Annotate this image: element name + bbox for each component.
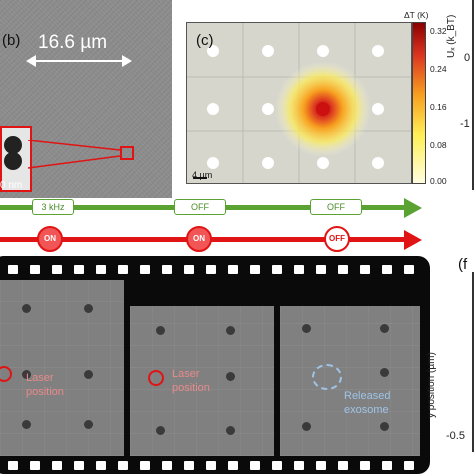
colorbar (412, 22, 426, 184)
colorbar-tick: 0.32 (430, 26, 447, 36)
inset-zoom (0, 126, 32, 192)
frame-3-text-line2: exosome (344, 404, 389, 416)
green-state-label: OFF (310, 199, 362, 215)
frame-1: Laser position (0, 280, 124, 456)
nano-disk-bottom (4, 152, 22, 170)
frame-2-text-line2: position (172, 382, 210, 394)
nano-disk-top (4, 136, 22, 154)
colorbar-tick: 0.08 (430, 140, 447, 150)
panel-f-axis-line (472, 272, 474, 452)
colorbar-tick: 0.00 (430, 176, 447, 186)
panel-c-scale-text: 4 µm (192, 170, 213, 180)
panel-f-tick: -0.5 (446, 430, 465, 442)
panel-f-label: (f (458, 256, 468, 273)
green-state-label: OFF (174, 199, 226, 215)
zoom-lines (28, 140, 121, 169)
colorbar-tick: 0.24 (430, 64, 447, 74)
inset-scale-text: 0 nm (0, 180, 23, 191)
scale-arrow-line (32, 60, 124, 62)
right-axis-line (472, 0, 474, 190)
scale-arrow-right-head (122, 55, 132, 67)
frame-1-text-line2: position (26, 386, 64, 398)
red-arrowhead (404, 230, 422, 250)
colorbar-title: ΔT (K) (404, 10, 429, 20)
colorbar-tick: 0.16 (430, 102, 447, 112)
red-state-badge: OFF (324, 226, 350, 252)
zoom-marker-box (120, 146, 134, 160)
laser-marker (0, 366, 12, 382)
right-axis-label: Uₓ (k_BT) (446, 14, 457, 58)
scale-arrow-left-head (26, 55, 36, 67)
frame-3: Released exosome (280, 306, 420, 456)
frame-3-text-line1: Released (344, 390, 391, 402)
red-state-badge: ON (186, 226, 212, 252)
panel-b-label: (b) (2, 32, 21, 49)
temperature-map-panel-c (186, 22, 412, 184)
laser-marker (148, 370, 164, 386)
frame-2: Laser position (130, 306, 274, 456)
right-axis-tick: 0 (464, 52, 471, 64)
panel-f-ylabel: y position (µm) (426, 352, 437, 418)
green-state-label: 3 kHz (32, 199, 74, 215)
green-arrowhead (404, 198, 422, 218)
frame-2-text-line1: Laser (172, 368, 200, 380)
frame-1-text-line1: Laser (26, 372, 54, 384)
temperature-map-svg (187, 23, 411, 183)
red-state-badge: ON (37, 226, 63, 252)
panel-c-label: (c) (196, 32, 214, 49)
right-axis-tick: -1 (460, 118, 470, 130)
released-exosome-marker (312, 364, 342, 390)
scale-text: 16.6 µm (38, 32, 108, 53)
